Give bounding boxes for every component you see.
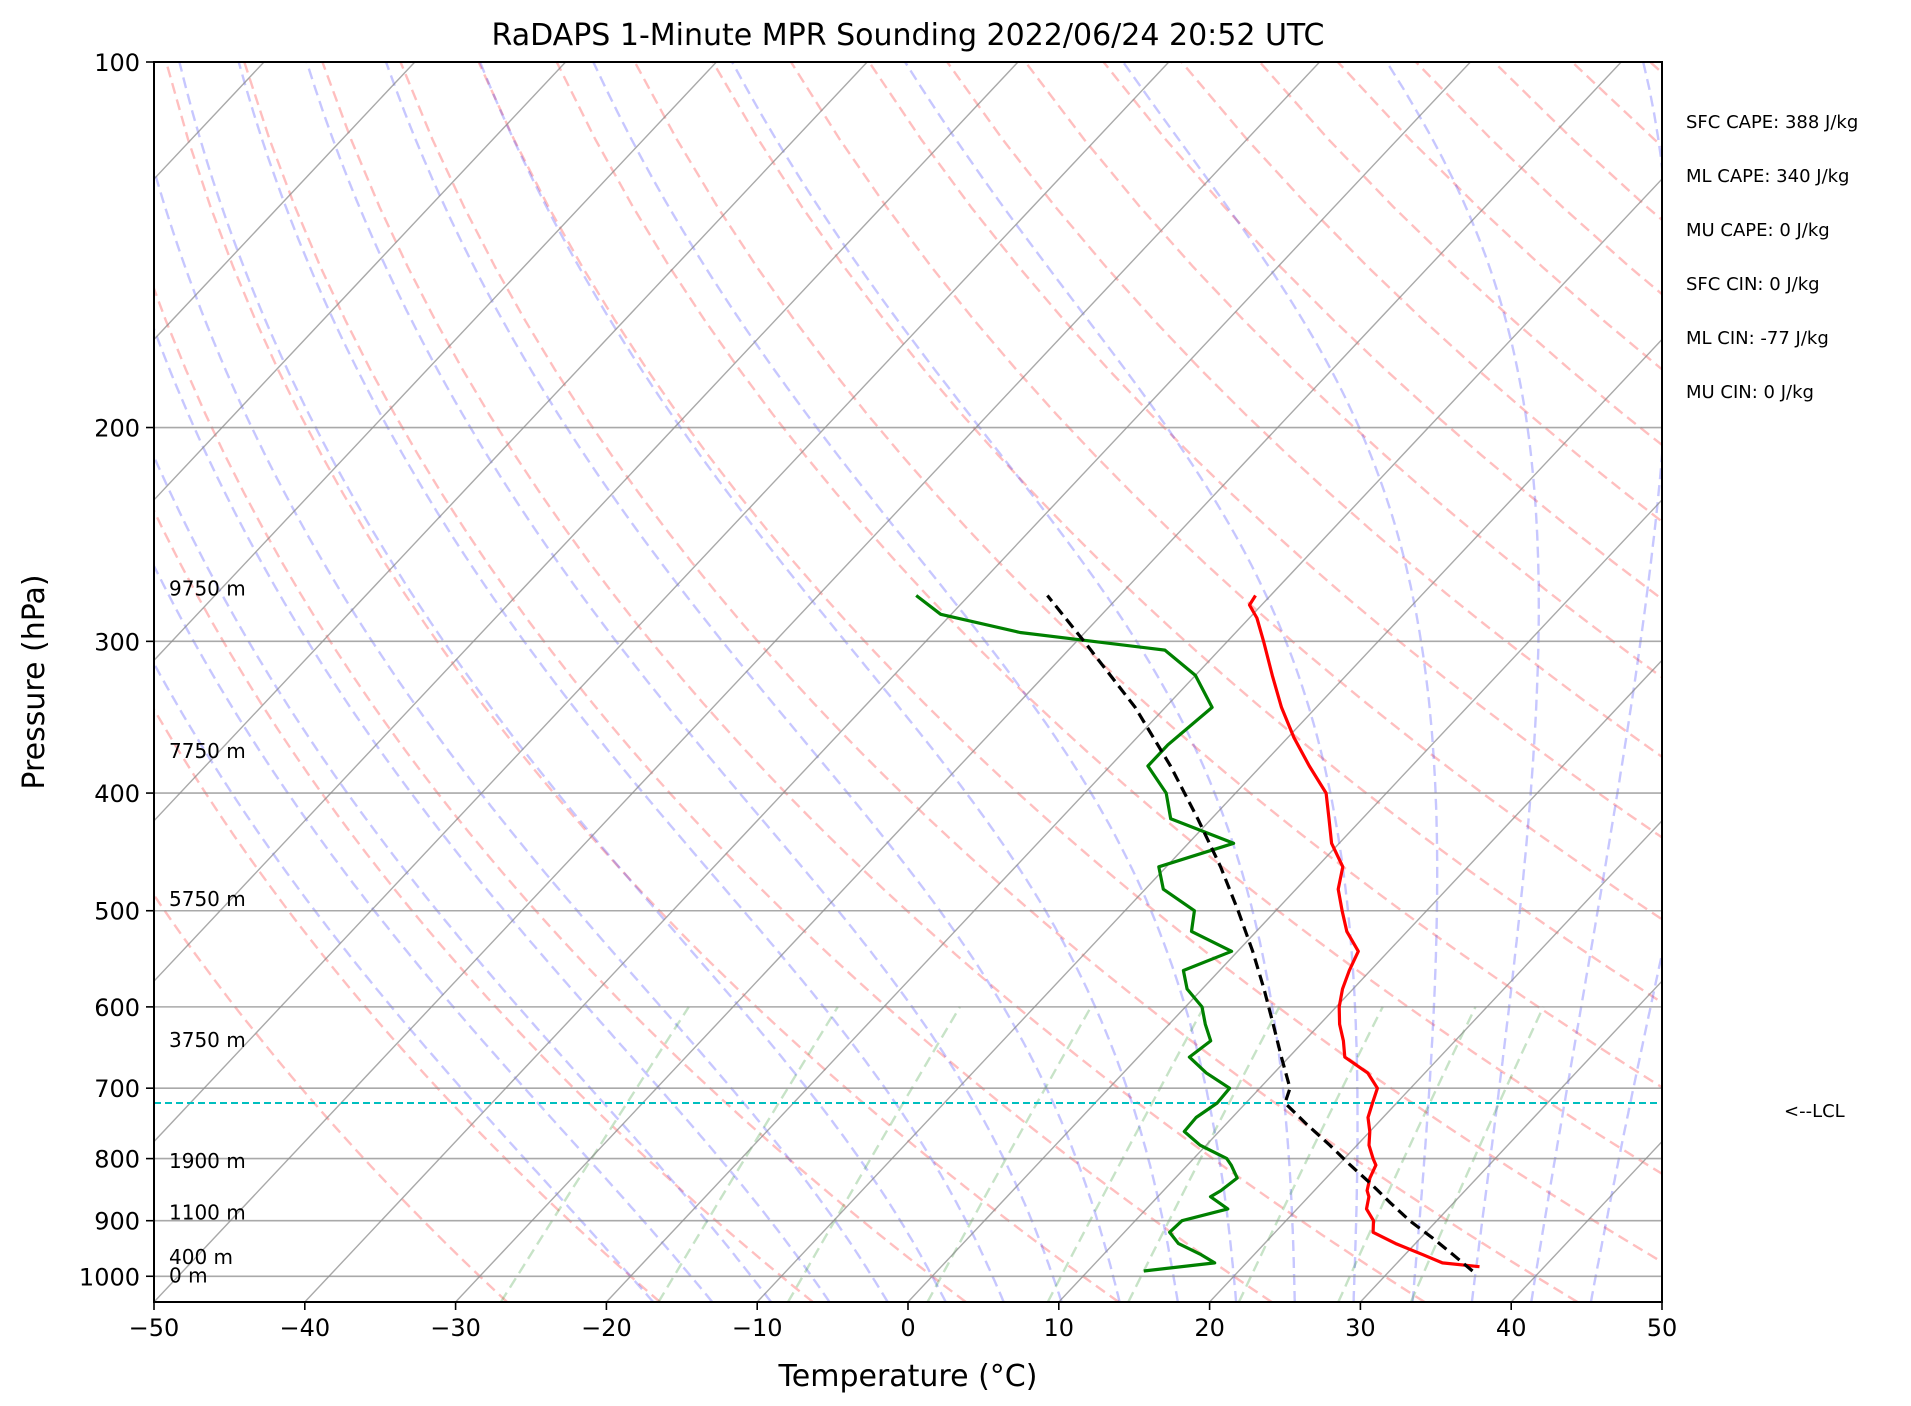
isotherm-line xyxy=(154,62,567,501)
moist-adiabat-line xyxy=(305,62,1063,1302)
mixing-ratio-line xyxy=(786,1006,961,1302)
x-tick-label: 20 xyxy=(1194,1314,1225,1342)
dry-adiabat-line xyxy=(154,892,508,1302)
chart-title: RaDAPS 1-Minute MPR Sounding 2022/06/24 … xyxy=(492,18,1325,53)
y-tick-label: 500 xyxy=(94,898,140,926)
dry-adiabat-line xyxy=(165,62,1120,1302)
y-tick-label: 300 xyxy=(94,628,140,656)
x-tick-label: −20 xyxy=(581,1314,632,1342)
isotherm-line xyxy=(154,62,416,341)
parcel-line xyxy=(1046,594,1474,1273)
dry-adiabat-line xyxy=(555,62,1662,1176)
x-tick-label: −30 xyxy=(430,1314,481,1342)
stability-index-label: SFC CAPE: 388 J/kg xyxy=(1686,112,1858,133)
height-label: 0 m xyxy=(169,1263,208,1287)
isotherm-line xyxy=(605,177,1662,1302)
dry-adiabat-line xyxy=(154,707,661,1302)
x-tick-label: −50 xyxy=(129,1314,180,1342)
moist-adiabat-line xyxy=(237,62,1005,1302)
moist-adiabat-line xyxy=(154,165,889,1302)
plot-frame xyxy=(153,61,1663,1303)
moist-adiabat-line xyxy=(592,62,1238,1302)
x-tick-label: −10 xyxy=(732,1314,783,1342)
moist-adiabat-line xyxy=(1122,62,1439,1302)
isotherm-line xyxy=(455,62,1622,1302)
mixing-ratio-line xyxy=(1337,1006,1477,1302)
isotherm-line xyxy=(1359,980,1662,1302)
dry-adiabat-line xyxy=(321,62,1426,1302)
mixing-ratio-line xyxy=(499,1006,690,1302)
moist-adiabat-line xyxy=(1385,62,1540,1302)
stability-index-label: MU CIN: 0 J/kg xyxy=(1686,382,1814,403)
x-tick-label: 10 xyxy=(1044,1314,1075,1342)
temperature-line xyxy=(1247,594,1480,1269)
y-tick-label: 1000 xyxy=(79,1263,140,1291)
moist-adiabat-line xyxy=(904,62,1359,1302)
dry-adiabat-line xyxy=(711,62,1662,1005)
x-tick-label: −40 xyxy=(279,1314,330,1342)
moist-adiabat-line xyxy=(154,453,773,1302)
isotherm-line xyxy=(154,62,1321,1302)
isotherm-line xyxy=(907,498,1662,1302)
stability-index-label: ML CIN: -77 J/kg xyxy=(1686,328,1829,349)
lcl-label: <--LCL xyxy=(1784,1101,1845,1122)
mixing-ratio-line xyxy=(926,1006,1093,1302)
mixing-ratio-line xyxy=(657,1006,839,1302)
y-tick-label: 900 xyxy=(94,1208,140,1236)
dewpoint-line xyxy=(915,594,1239,1273)
isotherm-line xyxy=(756,338,1662,1302)
mixing-ratio-line xyxy=(1046,1006,1205,1302)
y-axis-label: Pressure (hPa) xyxy=(17,574,52,789)
dry-adiabat-line xyxy=(154,508,814,1302)
isotherm-line xyxy=(154,62,1170,1143)
moist-adiabat-line xyxy=(384,62,1121,1302)
dry-adiabat-line xyxy=(399,62,1579,1302)
dry-adiabat-line xyxy=(243,62,1273,1302)
mixing-ratio-line xyxy=(1409,1006,1545,1302)
stability-index-label: ML CAPE: 340 J/kg xyxy=(1686,166,1849,187)
mixing-ratio-line xyxy=(1127,1006,1281,1302)
stability-index-label: MU CAPE: 0 J/kg xyxy=(1686,220,1830,241)
isotherm-line xyxy=(154,62,868,822)
height-label: 400 m xyxy=(169,1245,233,1269)
isotherm-line xyxy=(304,62,1471,1302)
y-tick-label: 400 xyxy=(94,780,140,808)
x-axis-label: Temperature (°C) xyxy=(778,1359,1038,1394)
height-label: 7750 m xyxy=(169,739,246,763)
moist-adiabat-line xyxy=(478,62,1179,1302)
height-label: 5750 m xyxy=(169,887,246,911)
x-tick-label: 0 xyxy=(900,1314,915,1342)
y-tick-label: 600 xyxy=(94,994,140,1022)
y-tick-label: 800 xyxy=(94,1146,140,1174)
isotherm-line xyxy=(154,62,1019,983)
isotherm-line xyxy=(154,62,717,662)
height-label: 9750 m xyxy=(169,577,246,601)
x-tick-label: 50 xyxy=(1647,1314,1678,1342)
isotherm-line xyxy=(1058,659,1662,1302)
x-tick-label: 40 xyxy=(1496,1314,1527,1342)
moist-adiabat-line xyxy=(731,62,1296,1302)
y-tick-label: 200 xyxy=(94,415,140,443)
moist-adiabat-line xyxy=(178,62,947,1302)
mixing-ratio-line xyxy=(1237,1006,1384,1302)
height-label: 3750 m xyxy=(169,1028,246,1052)
isotherm-line xyxy=(1209,819,1662,1302)
dry-adiabat-line xyxy=(946,62,1662,759)
x-tick-label: 30 xyxy=(1345,1314,1376,1342)
dry-adiabat-line xyxy=(477,62,1662,1264)
dry-adiabat-line xyxy=(868,62,1662,839)
moist-adiabat-line xyxy=(1530,62,1662,1302)
y-tick-label: 100 xyxy=(94,49,140,77)
dry-adiabat-line xyxy=(1102,62,1662,601)
height-label: 1100 m xyxy=(169,1201,246,1225)
moist-adiabat-line xyxy=(1589,948,1662,1302)
height-label: 1900 m xyxy=(169,1149,246,1173)
dry-adiabat-line xyxy=(789,62,1662,921)
y-tick-label: 700 xyxy=(94,1075,140,1103)
stability-index-label: SFC CIN: 0 J/kg xyxy=(1686,274,1820,295)
moist-adiabat-line xyxy=(154,325,831,1302)
